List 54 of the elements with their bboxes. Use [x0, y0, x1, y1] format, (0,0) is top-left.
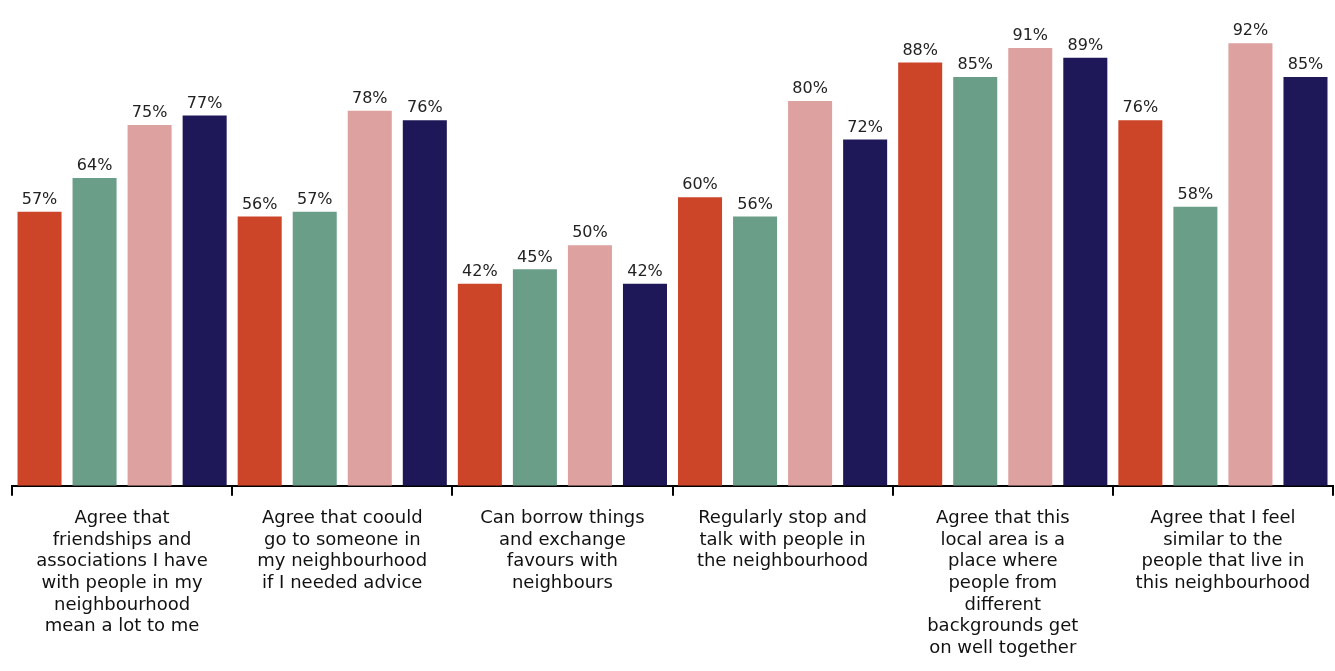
- x-tick-label: Agree that I feel similar to the people that live in this neighbourhood: [1135, 506, 1311, 593]
- x-tick-label: Agree that friendships and associations I have with people in my neighbourhood mean a lot to me: [36, 506, 208, 636]
- bar: [788, 101, 833, 486]
- data-label: 42%: [462, 260, 498, 280]
- data-label: 75%: [131, 102, 168, 122]
- data-label: 85%: [1287, 54, 1324, 74]
- data-label: 58%: [1177, 183, 1214, 203]
- bar: [292, 211, 337, 486]
- data-label: 50%: [572, 222, 608, 242]
- x-tick-label: Agree that this local area is a place where people from different backgrounds get on well together: [927, 506, 1079, 657]
- bar: [402, 120, 447, 486]
- bar: [72, 177, 117, 486]
- bar: [678, 197, 723, 486]
- bar: [1118, 120, 1163, 486]
- data-label: 42%: [627, 260, 663, 280]
- bar: [898, 62, 943, 486]
- data-label: 91%: [1012, 25, 1049, 45]
- bar: [1008, 48, 1053, 486]
- data-label: 77%: [186, 92, 223, 112]
- bar: [17, 211, 62, 486]
- data-label: 60%: [682, 174, 718, 194]
- data-label: 76%: [407, 97, 443, 117]
- data-label: 72%: [847, 116, 883, 136]
- bar: [622, 283, 667, 486]
- x-tick-label: Regularly stop and talk with people in the neighbourhood: [696, 506, 869, 571]
- data-label: 76%: [1122, 97, 1159, 117]
- data-label: 56%: [737, 193, 773, 213]
- data-label: 80%: [792, 78, 828, 98]
- data-label: 56%: [241, 193, 278, 213]
- data-label: 89%: [1067, 34, 1104, 54]
- data-label: 45%: [517, 246, 553, 266]
- bar: [347, 110, 392, 486]
- bar: [182, 115, 227, 486]
- data-label: 57%: [21, 188, 58, 208]
- bar: [127, 125, 172, 486]
- data-label: 64%: [76, 155, 113, 175]
- bar: [237, 216, 282, 486]
- bar: [567, 245, 612, 486]
- data-label: 85%: [957, 54, 994, 74]
- data-label: 88%: [902, 39, 938, 59]
- data-label: 92%: [1232, 20, 1269, 40]
- bar: [1228, 43, 1273, 486]
- bar: [1063, 57, 1108, 486]
- x-tick-label: Can borrow things and exchange favours with neighbours: [480, 506, 645, 593]
- bar: [1173, 206, 1218, 486]
- bar: [843, 139, 888, 486]
- data-label: 57%: [296, 188, 333, 208]
- bar: [512, 269, 557, 486]
- bar: [1283, 76, 1328, 486]
- bar: [733, 216, 778, 486]
- bar: [457, 283, 502, 486]
- x-tick-label: Agree that coould go to someone in my neighbourhood if I needed advice: [257, 506, 428, 593]
- data-label: 78%: [351, 87, 388, 107]
- bar: [953, 76, 998, 486]
